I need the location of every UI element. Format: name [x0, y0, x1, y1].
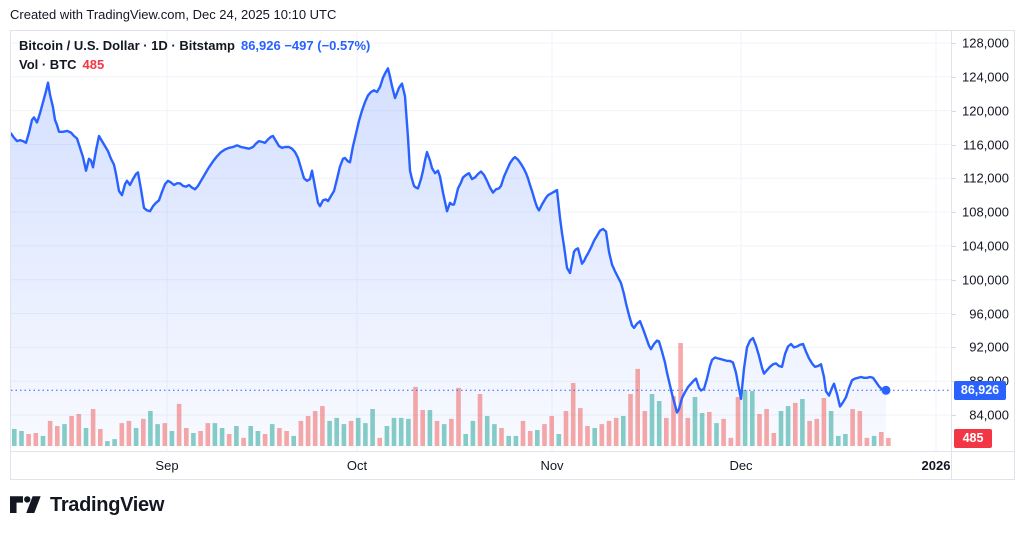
- price-scale-tick: [952, 415, 956, 416]
- price-scale-label: 96,000: [969, 306, 1009, 321]
- price-scale-tick: [952, 279, 956, 281]
- time-scale-month-label: Oct: [346, 458, 368, 473]
- price-scale-label: 92,000: [969, 339, 1009, 355]
- price-scale-label: 120,000: [962, 103, 1009, 119]
- price-scale-tick: [952, 144, 956, 146]
- volume-bars: [12, 343, 891, 447]
- price-change-values: 86,926 −497 (−0.57%): [240, 38, 371, 53]
- price-scale-label: 124,000: [962, 69, 1009, 85]
- tradingview-logo-text: TradingView: [50, 493, 165, 516]
- last-price-dot: [881, 385, 891, 395]
- time-scale[interactable]: Sep Oct Nov Dec 2026: [11, 451, 1014, 480]
- chart-widget: Bitcoin / U.S. Dollar · 1D · Bitstamp 86,…: [10, 30, 1015, 480]
- price-scale-tick: [952, 212, 956, 214]
- price-scale-label: 84,000: [969, 407, 1009, 423]
- volume-value: 485: [82, 57, 105, 72]
- time-scale-month-label: Nov: [540, 458, 564, 473]
- price-scale[interactable]: 86,926 485 128,000 124,000 120,000 116,000 1…: [951, 31, 1015, 479]
- price-scale-tick: [952, 347, 956, 349]
- time-scale-month-label: Dec: [729, 458, 753, 473]
- volume-badge: 485: [954, 428, 992, 448]
- price-scale-label: 108,000: [962, 204, 1009, 220]
- price-scale-tick: [952, 245, 956, 247]
- chart-canvas[interactable]: [11, 31, 951, 451]
- price-scale-tick: [952, 43, 956, 44]
- price-chart-pane[interactable]: Bitcoin / U.S. Dollar · 1D · Bitstamp 86,…: [11, 31, 951, 451]
- tradingview-logo-icon: [10, 496, 41, 513]
- time-scale-month-label: Sep: [155, 458, 179, 473]
- price-scale-tick: [952, 178, 956, 180]
- legend-volume-row[interactable]: Vol · BTC 485: [19, 55, 370, 74]
- symbol-title: Bitcoin / U.S. Dollar · 1D · Bitstamp: [19, 38, 235, 53]
- tradingview-branding[interactable]: TradingView: [10, 493, 164, 517]
- price-scale-label: 116,000: [962, 137, 1009, 152]
- price-scale-label: 128,000: [962, 35, 1009, 51]
- price-scale-label: 112,000: [962, 170, 1009, 186]
- price-line: [11, 67, 888, 414]
- price-scale-label: 104,000: [962, 238, 1009, 254]
- attribution-text: Created with TradingView.com, Dec 24, 20…: [10, 7, 337, 22]
- price-scale-tick: [952, 76, 956, 78]
- last-price-badge: 86,926: [954, 380, 1006, 400]
- volume-label: Vol · BTC: [19, 57, 77, 72]
- price-scale-tick: [952, 313, 956, 315]
- price-scale-label: 100,000: [962, 272, 1009, 288]
- time-scale-year-label: 2026: [921, 458, 951, 473]
- chart-legend: Bitcoin / U.S. Dollar · 1D · Bitstamp 86,…: [19, 36, 370, 74]
- price-scale-tick: [952, 110, 956, 112]
- legend-symbol-row[interactable]: Bitcoin / U.S. Dollar · 1D · Bitstamp 86,…: [19, 36, 370, 55]
- price-area-fill: [11, 68, 886, 447]
